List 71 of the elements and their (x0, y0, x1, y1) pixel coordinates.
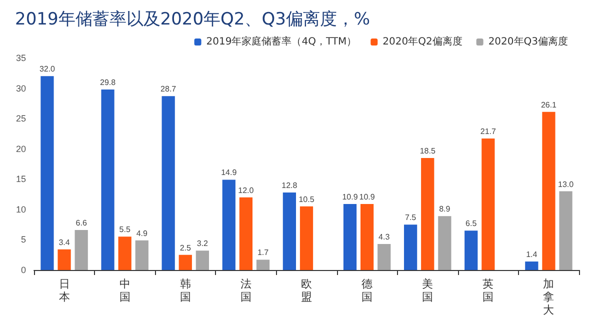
bar (404, 224, 418, 270)
y-tick-label: 35 (16, 53, 26, 63)
bar (256, 260, 270, 270)
bar (282, 192, 296, 270)
x-tick-label: 日本 (58, 278, 70, 304)
data-label: 12.0 (238, 186, 254, 195)
x-tick-label: 中国 (119, 278, 130, 304)
x-tick-label: 欧盟 (301, 278, 312, 304)
bar (378, 244, 391, 270)
data-label: 26.1 (540, 100, 558, 110)
x-tick-label: 加拿大 (543, 278, 554, 316)
data-label: 6.5 (466, 219, 478, 228)
y-tick-label: 30 (16, 83, 26, 94)
bar (58, 249, 71, 270)
data-label: 3.4 (58, 238, 70, 247)
legend-label: 2020年Q3偏离度 (488, 36, 568, 48)
bar (196, 250, 210, 270)
data-label: 32.0 (39, 64, 56, 74)
data-label: 4.3 (378, 232, 390, 242)
data-label: 12.8 (282, 180, 298, 190)
x-tick-label: 韩国 (180, 278, 191, 304)
legend-label: 2020年Q2偏离度 (382, 36, 462, 48)
y-tick-label: 0 (20, 265, 26, 275)
y-tick-label: 25 (16, 114, 26, 124)
data-label: 1.7 (257, 248, 270, 258)
bar (135, 240, 148, 270)
bar (300, 206, 314, 270)
data-label: 10.5 (298, 194, 315, 204)
bar (421, 158, 434, 270)
data-label: 21.7 (480, 127, 496, 136)
bar (74, 230, 88, 270)
data-label: 14.9 (221, 168, 238, 178)
bar (542, 112, 556, 270)
x-tick-label: 德国 (362, 278, 373, 304)
bar (162, 96, 175, 270)
bar (360, 204, 374, 270)
data-label: 3.2 (196, 239, 209, 248)
data-label: 2.5 (180, 243, 192, 252)
data-label: 18.5 (420, 146, 436, 156)
bar (464, 230, 478, 270)
y-tick-label: 5 (20, 234, 26, 245)
data-label: 7.5 (404, 213, 417, 222)
data-label: 4.9 (136, 228, 148, 238)
data-label: 6.6 (76, 218, 88, 228)
bar (178, 254, 192, 270)
data-label: 1.4 (526, 250, 538, 260)
bar (239, 197, 253, 270)
bar (343, 204, 357, 270)
data-label: 13.0 (558, 180, 574, 189)
y-tick-label: 20 (16, 144, 26, 154)
bar (101, 89, 114, 270)
data-label: 5.5 (119, 225, 131, 234)
data-label: 8.9 (439, 204, 451, 214)
data-label: 10.9 (359, 192, 376, 202)
y-tick-label: 15 (16, 174, 26, 184)
legend-label: 2019年家庭储蓄率（4Q，TTM） (206, 36, 357, 48)
bar (559, 191, 572, 270)
chart-title: 2019年储蓄率以及2020年Q2、Q3偏离度，% (15, 10, 370, 30)
bar (525, 262, 538, 270)
x-tick-label: 美国 (422, 278, 434, 304)
x-tick-label: 英国 (482, 278, 494, 304)
bar (438, 216, 452, 270)
bar (40, 76, 54, 270)
bar (222, 180, 236, 270)
data-label: 29.8 (100, 78, 116, 87)
data-label: 10.9 (342, 192, 358, 202)
bar (118, 236, 132, 270)
data-label: 28.7 (160, 84, 177, 94)
y-tick-label: 10 (16, 204, 26, 214)
bar (482, 138, 495, 270)
x-tick-label: 法国 (240, 278, 252, 304)
